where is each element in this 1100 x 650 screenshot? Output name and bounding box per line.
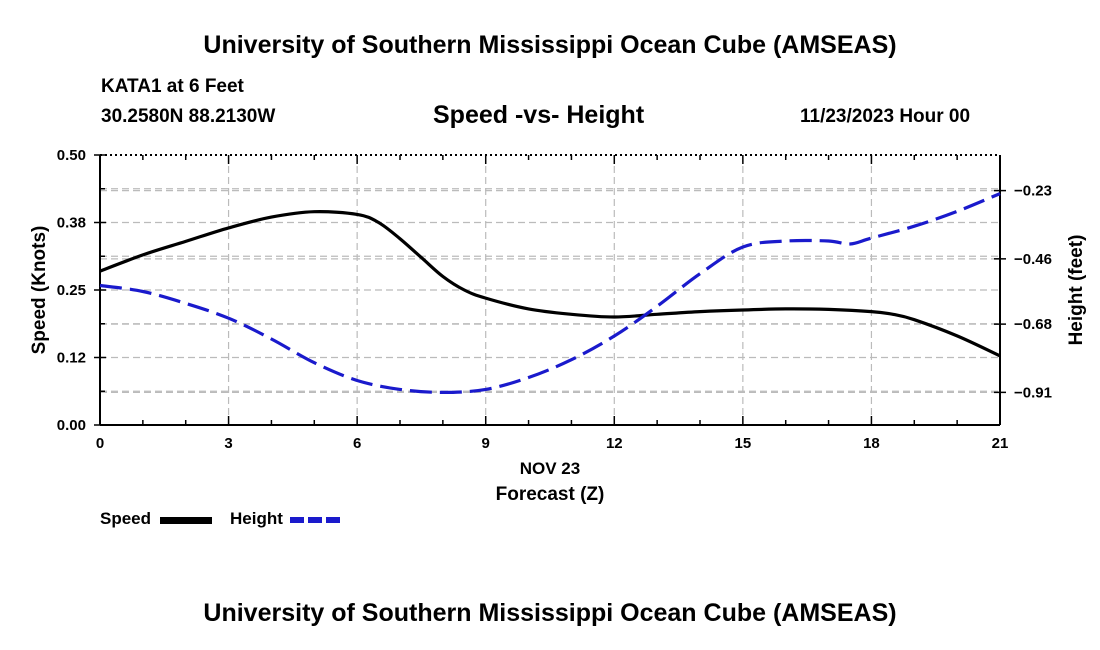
y2-tick-label: −0.68 [1014, 316, 1052, 333]
x-axis-date-label: NOV 23 [520, 459, 580, 478]
x-tick-label: 21 [992, 435, 1009, 452]
station-label: KATA1 at 6 Feet [101, 76, 244, 97]
height-series-line [99, 192, 1001, 394]
x-tick-label: 9 [482, 435, 490, 452]
x-tick-label: 6 [353, 435, 361, 452]
legend-speed-swatch [160, 517, 212, 524]
datetime-label: 11/23/2023 Hour 00 [800, 106, 971, 127]
y-tick-label: 0.25 [57, 282, 86, 299]
chart-title: Speed -vs- Height [433, 101, 645, 129]
y-tick-label: 0.38 [57, 215, 86, 232]
footer-title: University of Southern Mississippi Ocean… [203, 599, 897, 627]
x-axis-label: Forecast (Z) [496, 484, 605, 505]
y-tick-label: 0.00 [57, 417, 86, 434]
y-tick-label: 0.50 [57, 147, 86, 164]
x-tick-label: 3 [224, 435, 232, 452]
y2-tick-label: −0.91 [1014, 384, 1052, 401]
legend-height-swatch [290, 517, 344, 523]
legend-speed-label: Speed [100, 509, 152, 528]
x-tick-label: 0 [96, 435, 104, 452]
speed-series-line [99, 210, 1001, 358]
y2-tick-label: −0.46 [1014, 251, 1052, 268]
y2-tick-label: −0.23 [1014, 183, 1052, 200]
legend-height-label: Height [230, 509, 283, 528]
coordinates-label: 30.2580N 88.2130W [101, 106, 276, 127]
x-tick-label: 12 [606, 435, 623, 452]
y-axis-label: Speed (Knots) [29, 226, 50, 355]
x-tick-label: 15 [735, 435, 752, 452]
x-tick-label: 18 [863, 435, 880, 452]
page-title: University of Southern Mississippi Ocean… [203, 31, 897, 59]
y-tick-label: 0.12 [57, 350, 86, 367]
y2-axis-label: Height (feet) [1066, 235, 1087, 346]
